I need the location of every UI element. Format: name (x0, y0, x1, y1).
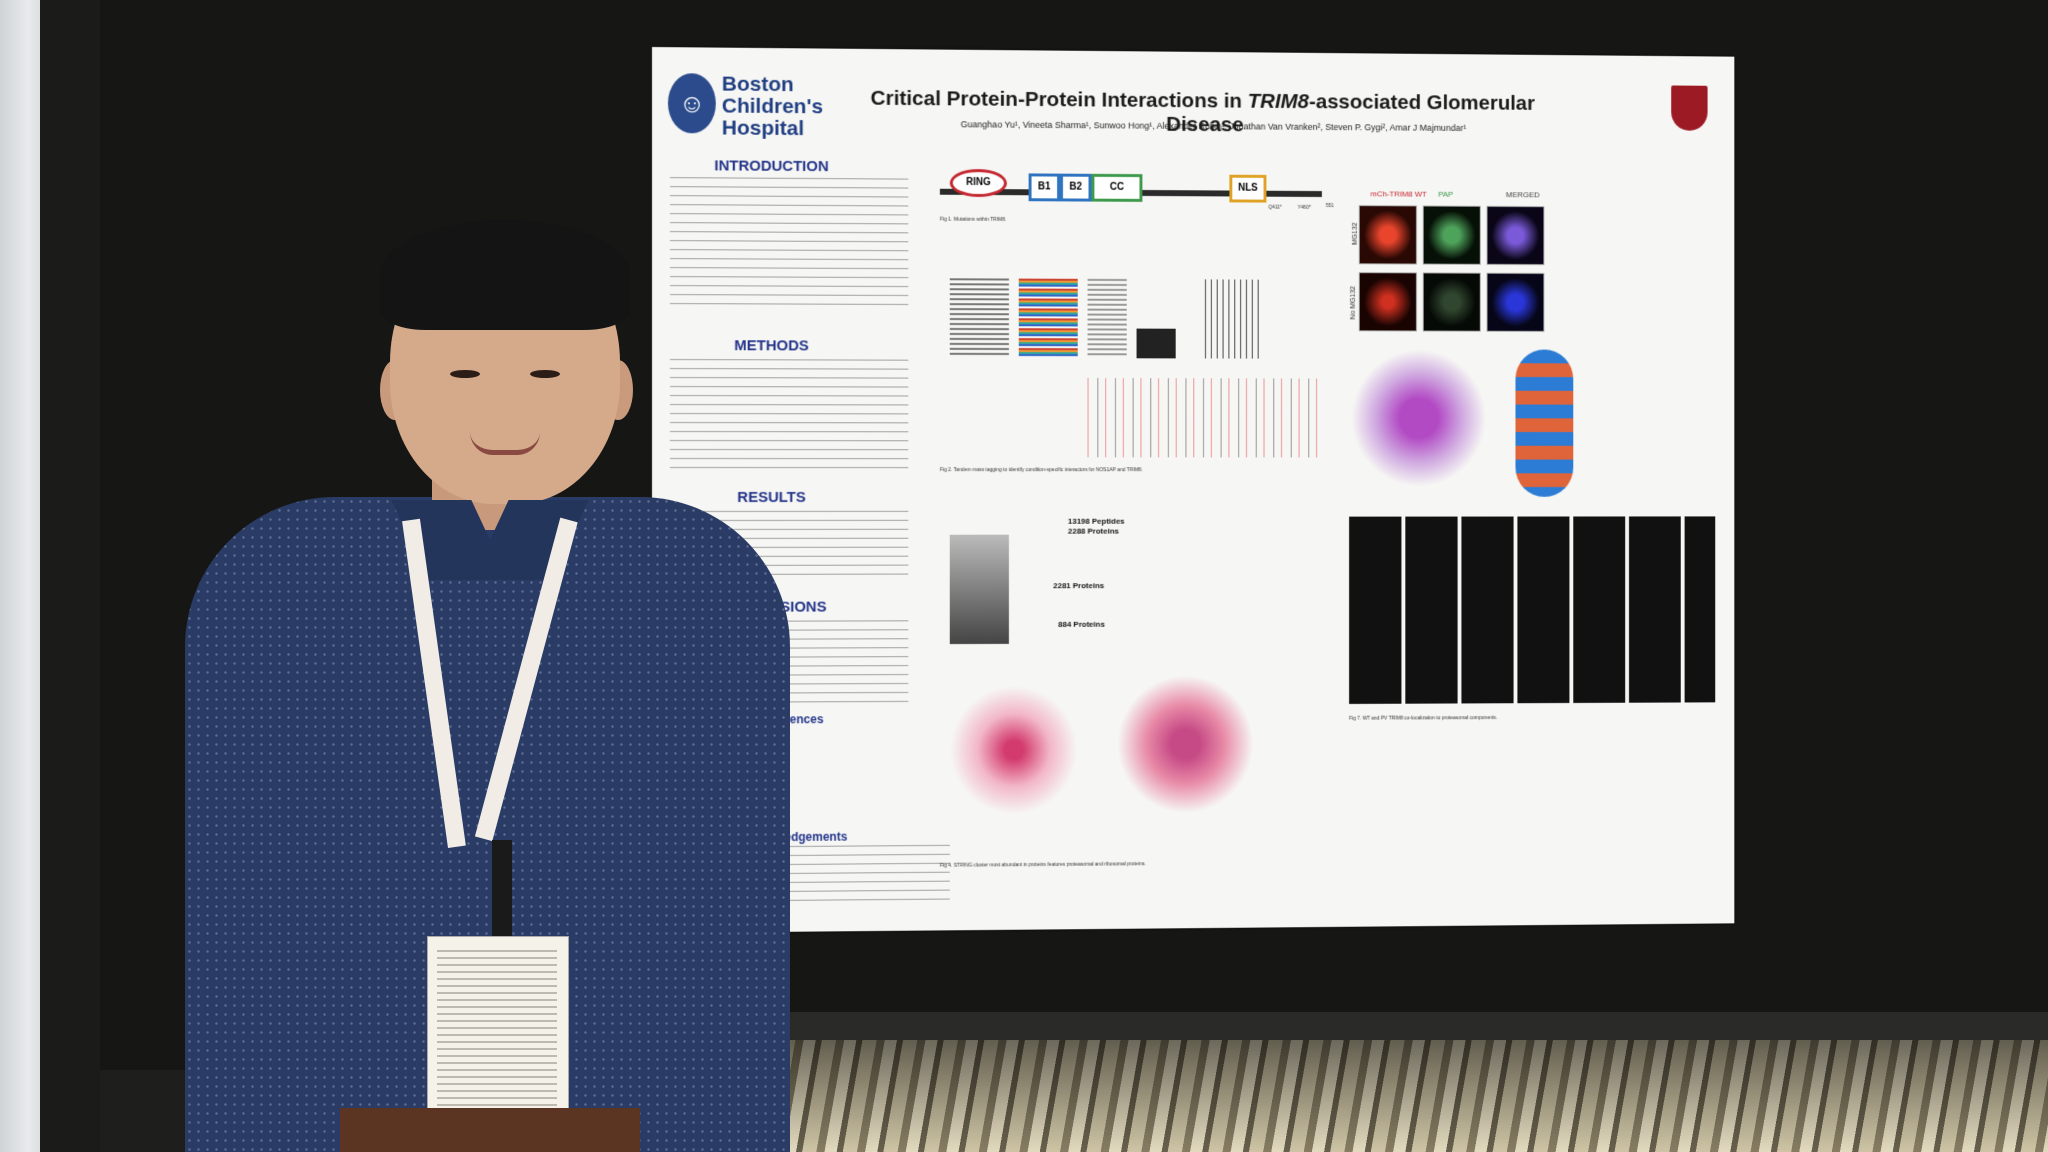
fig3-proteins: 2288 Proteins (1067, 526, 1119, 536)
micro-image (1422, 272, 1481, 332)
results-heading: RESULTS (737, 489, 806, 506)
fig7-microscopy-grid (1349, 516, 1716, 704)
nls-domain: NLS (1229, 174, 1267, 203)
micro-image (1422, 205, 1481, 265)
micro-row-mg132: MG132 (1352, 222, 1360, 246)
fig2-combined (1087, 278, 1127, 359)
board-bottom-rail (730, 1012, 2048, 1044)
proteasome-structure (1515, 349, 1574, 497)
domain-end: 551 (1325, 202, 1334, 209)
micro-image (1358, 205, 1417, 265)
ring-domain: RING (949, 168, 1007, 198)
fig3-proteins-884: 884 Proteins (1058, 619, 1105, 629)
research-poster: ☺ Boston Children's Hospital Critical Pr… (652, 47, 1735, 933)
floor-shadow (700, 1040, 2048, 1152)
western-blot-image (949, 534, 1009, 645)
mutation-y460: Y460* (1297, 204, 1311, 211)
fig1-caption: Fig 1. Mutations within TRIM8. (939, 216, 1007, 223)
string-network-b (1116, 674, 1254, 814)
intro-text (669, 177, 909, 308)
fig2-spectra (1204, 279, 1264, 359)
fig2-caption: Fig 2. Tandem mass tagging to identify c… (939, 467, 1143, 474)
intro-heading: INTRODUCTION (714, 157, 829, 176)
person-smile (470, 432, 540, 455)
badge-clip (492, 840, 512, 940)
micro-header-pap: PAP (1438, 189, 1454, 199)
micro-header-trim8: mCh-TRIM8 WT (1370, 189, 1427, 199)
person-eye (450, 370, 480, 378)
belt (340, 1108, 640, 1152)
fig3-proteins-2281: 2281 Proteins (1053, 581, 1105, 591)
proteasome-network (1351, 349, 1487, 488)
cc-domain: CC (1091, 173, 1143, 202)
fig7-caption: Fig 7. WT and PV TRIM8 co-localization t… (1349, 715, 1498, 722)
fig4-caption: Fig 4. STRING cluster most abundant in p… (939, 861, 1146, 869)
harvard-shield-icon (1671, 85, 1708, 131)
string-network-a (949, 685, 1078, 816)
fig2-labeled-peptides (1018, 278, 1078, 359)
micro-image (1358, 272, 1417, 332)
mass-spec-icon (1136, 328, 1176, 359)
methods-text (669, 359, 909, 470)
fig3-peptides: 13198 Peptides (1067, 516, 1125, 526)
methods-heading: METHODS (734, 337, 809, 355)
person-eye (530, 370, 560, 378)
fig2-peptides (949, 278, 1009, 358)
fig2-tmt-spectra (1087, 377, 1322, 458)
person-hair (380, 220, 630, 330)
micro-header-merged: MERGED (1505, 190, 1540, 200)
mutation-q411: Q411* (1268, 204, 1282, 211)
micro-row-no-mg132: No MG132 (1349, 285, 1357, 320)
board-frame (40, 0, 100, 1152)
micro-image (1486, 205, 1545, 266)
micro-image (1486, 272, 1545, 332)
b1-domain: B1 (1028, 173, 1061, 202)
hospital-logo-icon: ☺ (667, 73, 716, 134)
b2-domain: B2 (1060, 173, 1092, 202)
badge-text-lines (437, 950, 557, 1130)
